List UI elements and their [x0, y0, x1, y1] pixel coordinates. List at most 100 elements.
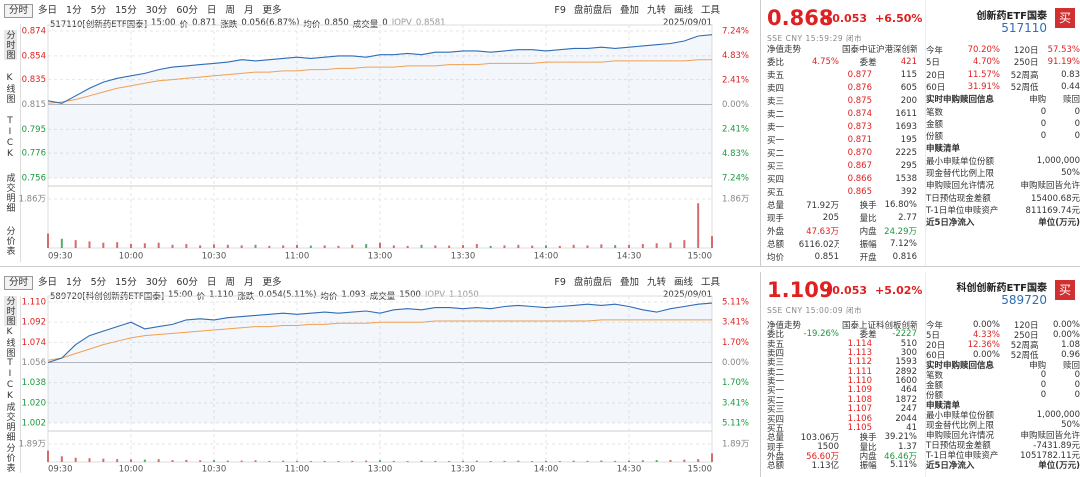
board-cell: 买三 — [767, 162, 785, 172]
volume-bar — [558, 461, 561, 462]
info-item: 价 — [196, 292, 206, 302]
nav-row: 净值走势 国泰中证沪港深创新药产 — [767, 43, 917, 55]
tool-button[interactable]: 工具 — [700, 277, 720, 288]
period-tab[interactable]: 5分 — [90, 5, 107, 16]
fund-code: 517110 — [1001, 21, 1047, 35]
tool-button[interactable]: F9 — [554, 277, 566, 288]
view-tab[interactable]: 成交明细 — [4, 173, 15, 214]
board-cell: 41 — [906, 422, 917, 433]
quote-board: 1.109 +0.053 +5.02% 科创创新药ETF国泰 589720 买 SSE CN… — [760, 272, 1080, 477]
period-tab[interactable]: 15分 — [115, 277, 137, 288]
bid-row: 买一 0.871 195 — [767, 134, 917, 146]
period-tab[interactable]: 1分 — [66, 5, 82, 16]
period-tab[interactable]: 更多 — [262, 5, 282, 16]
volume-bar — [268, 245, 271, 248]
tool-button[interactable]: 工具 — [700, 5, 720, 16]
period-tab[interactable]: 5分 — [90, 277, 107, 288]
period-tab[interactable]: 日 — [206, 277, 217, 288]
period-tab[interactable]: 多日 — [38, 5, 58, 16]
tool-button[interactable]: 叠加 — [619, 277, 639, 288]
view-tab[interactable]: 分价表 — [4, 442, 15, 473]
board-cell: 811169.74元 — [1025, 205, 1080, 216]
period-tab[interactable]: 周 — [225, 277, 235, 288]
list-row: T日预估现金差额 -7431.89元 — [926, 439, 1080, 451]
volume-bar — [213, 244, 215, 248]
quote-info-line: 589720[科创创新药ETF国泰] 15:00 价 1.110 涨跌 0.054(5.1… — [50, 290, 479, 302]
volume-bar — [406, 245, 409, 248]
volume-bar — [157, 459, 160, 462]
volume-bar — [392, 245, 395, 248]
y-tick-label: 1.056 — [22, 358, 46, 368]
view-tabs: 分时图 K线图 TICK 成交明细分价表 — [0, 24, 21, 262]
view-tab[interactable]: 分时图 — [3, 30, 17, 61]
period-tab[interactable]: 60分 — [176, 277, 198, 288]
view-tab[interactable]: TICK — [5, 116, 15, 161]
tool-button[interactable]: 九转 — [646, 5, 666, 16]
period-tab[interactable]: 分时 — [4, 4, 34, 18]
volume-bar — [600, 244, 603, 248]
board-cell: 委比 — [767, 330, 785, 341]
info-item: 0.8581 — [415, 18, 446, 28]
tool-button[interactable]: 画线 — [673, 5, 693, 16]
view-tab[interactable]: K线图 — [4, 326, 15, 358]
view-tab[interactable]: 分价表 — [4, 225, 15, 256]
board-cell: 0.851 — [814, 252, 839, 262]
board-cell: 0.83 — [1061, 69, 1080, 80]
board-cell: 量比 — [859, 442, 877, 453]
period-tab[interactable]: 1分 — [66, 277, 82, 288]
board-cell: 0 — [1074, 106, 1080, 117]
volume-bar — [669, 459, 672, 462]
period-tab[interactable]: 周 — [225, 5, 235, 16]
board-cell: 46.46万 — [884, 451, 917, 462]
x-tick-label: 10:00 — [119, 252, 144, 262]
board-cell: 0 — [1074, 390, 1080, 400]
info-item: 15:00 — [168, 290, 193, 300]
period-tab[interactable]: 30分 — [145, 277, 168, 288]
board-cell: 总量 — [767, 433, 785, 444]
tool-button[interactable]: 画线 — [673, 277, 693, 288]
x-tick-label: 15:00 — [688, 252, 713, 262]
period-tab[interactable]: 30分 — [145, 5, 168, 16]
board-cell: 2.77 — [898, 213, 917, 223]
period-tab[interactable]: 60分 — [176, 5, 198, 16]
period-tab[interactable]: 更多 — [262, 277, 282, 288]
board-cell: 1.113 — [847, 348, 872, 359]
tool-button[interactable]: 叠加 — [619, 5, 639, 16]
volume-bar — [282, 460, 285, 462]
view-tab[interactable]: 分时图 — [3, 296, 17, 327]
volume-bar — [655, 460, 658, 462]
tool-button[interactable]: 盘前盘后 — [573, 5, 612, 16]
volume-bar — [282, 245, 285, 248]
x-tick-label: 13:00 — [368, 465, 393, 475]
board-cell: 0 — [1040, 380, 1047, 390]
period-tab[interactable]: 15分 — [115, 5, 137, 16]
board-cell: 金额 — [926, 119, 944, 130]
y-tick-label: 1.074 — [22, 338, 46, 348]
board-cell: 份额 — [926, 391, 944, 401]
tool-button[interactable]: F9 — [554, 5, 566, 16]
period-tab[interactable]: 月 — [243, 5, 254, 16]
period-tab[interactable]: 多日 — [38, 277, 58, 288]
chart-tools: F9 盘前盘后 叠加 九转 画线 工具 — [554, 4, 720, 18]
board-cell: 31.91% — [967, 81, 1000, 92]
volume-bar — [448, 245, 451, 248]
view-tab[interactable]: 成交明细 — [4, 402, 15, 443]
tool-button[interactable]: 盘前盘后 — [573, 277, 612, 288]
y2-tick-label: 5.11% — [722, 419, 749, 429]
y-tick-label: 0.835 — [22, 75, 46, 85]
view-tab[interactable]: K线图 — [4, 72, 15, 104]
buy-button[interactable]: 买 — [1055, 280, 1075, 300]
view-tab[interactable]: TICK — [5, 357, 15, 402]
volume-bar — [240, 245, 243, 248]
board-cell: T日预估现金差额 — [926, 441, 991, 451]
flow-row: 金额 0 0 — [926, 379, 1080, 391]
buy-button[interactable]: 买 — [1055, 8, 1075, 28]
period-tab[interactable]: 分时 — [4, 276, 34, 290]
y2-tick-label: 3.41% — [722, 398, 749, 408]
board-cell: 4.33% — [972, 330, 1000, 340]
period-tab[interactable]: 月 — [243, 277, 254, 288]
tool-button[interactable]: 九转 — [646, 277, 666, 288]
volume-bar — [337, 245, 340, 248]
board-cell: T日预估现金差额 — [926, 193, 991, 204]
period-tab[interactable]: 日 — [206, 5, 217, 16]
